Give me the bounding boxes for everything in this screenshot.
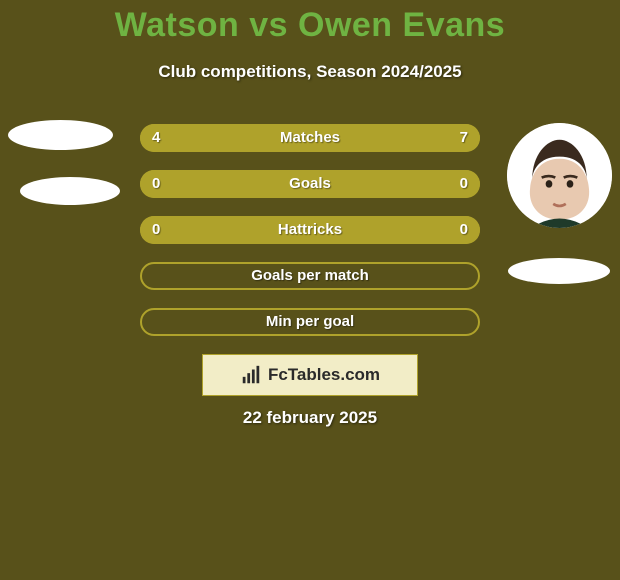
page-title: Watson vs Owen Evans (0, 6, 620, 45)
player-left-avatar-placeholder (8, 120, 113, 150)
avatar-face-icon (507, 123, 612, 228)
player-left-name-placeholder (20, 177, 120, 205)
stat-row-min-per-goal: Min per goal (140, 308, 480, 336)
stat-row-goals-per-match: Goals per match (140, 262, 480, 290)
date-stamp: 22 february 2025 (0, 408, 620, 428)
player-right-name-placeholder (508, 258, 610, 284)
stat-label: Matches (140, 124, 480, 152)
stat-row-matches: 4 Matches 7 (140, 124, 480, 152)
stat-value-right: 7 (460, 124, 468, 152)
stat-value-right: 0 (460, 216, 468, 244)
stat-label: Goals (140, 170, 480, 198)
stat-label: Min per goal (142, 310, 478, 334)
stat-row-goals: 0 Goals 0 (140, 170, 480, 198)
stat-row-hattricks: 0 Hattricks 0 (140, 216, 480, 244)
subtitle: Club competitions, Season 2024/2025 (0, 62, 620, 82)
player-right-avatar (507, 123, 612, 228)
brand-text: FcTables.com (268, 365, 380, 385)
stat-rows: 4 Matches 7 0 Goals 0 0 Hattricks 0 Goal… (140, 124, 480, 354)
brand-box[interactable]: FcTables.com (202, 354, 418, 396)
stat-value-right: 0 (460, 170, 468, 198)
stat-label: Goals per match (142, 264, 478, 288)
stat-label: Hattricks (140, 216, 480, 244)
comparison-infographic: Watson vs Owen Evans Club competitions, … (0, 0, 620, 580)
bar-chart-icon (240, 364, 262, 386)
